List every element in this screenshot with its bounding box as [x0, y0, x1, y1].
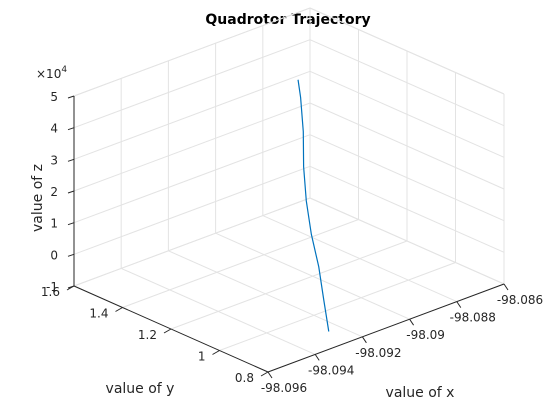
z-tick-mark [67, 95, 75, 99]
x-tick-label: -98.094 [308, 363, 354, 377]
x-tick-mark [361, 336, 367, 344]
z-tick-label: 5 [50, 90, 58, 104]
chart-title: Quadrotor Trajectory [205, 12, 370, 28]
z-tick-mark [67, 285, 75, 289]
x-tick-mark [503, 283, 509, 291]
grid-line-z-back-wall [73, 134, 311, 224]
y-tick-label: 1.2 [138, 328, 157, 342]
trajectory-line [297, 79, 330, 332]
z-tick-label: -1 [46, 280, 58, 294]
grid-line-z-side-wall [309, 39, 505, 127]
grid-line-z-side-wall [309, 7, 505, 95]
plot-box [73, 7, 505, 286]
y-tick-mark [212, 350, 220, 355]
x-tick-label: -98.09 [406, 328, 445, 342]
tick-labels: -98.096-98.094-98.092 -98.09 -98.088-98.08… [41, 90, 543, 395]
data-series [297, 79, 330, 332]
y-axis-label: value of y [106, 381, 175, 397]
y-tick-label: 1.4 [89, 307, 108, 321]
x-tick-mark [267, 371, 273, 379]
x-tick-label: -98.086 [497, 293, 543, 307]
grid-line-z-side-wall [309, 102, 505, 190]
x-axis-line [267, 283, 505, 373]
grid-line-z-side-wall [309, 197, 505, 285]
x-tick-mark [314, 354, 320, 361]
y-tick-label: 0.8 [235, 371, 254, 385]
z-tick-mark [67, 190, 75, 194]
y-tick-label: 1 [198, 350, 206, 364]
grid-line-y-floor [122, 219, 359, 308]
x-axis-label: value of x [386, 385, 455, 401]
z-tick-mark [67, 127, 75, 131]
z-multiplier-base: ×10 [36, 67, 61, 81]
z-tick-label: 0 [50, 248, 58, 262]
grid-line-z-back-wall [73, 7, 311, 97]
y-tick-mark [260, 371, 269, 377]
grid-line-y-floor [170, 240, 408, 330]
z-tick-label: 4 [50, 122, 58, 136]
x-tick-mark [409, 318, 415, 326]
z-tick-label: 3 [50, 153, 58, 167]
x-tick-mark [456, 301, 462, 308]
grid-lines [73, 7, 505, 373]
grid-line-z-side-wall [309, 70, 505, 158]
grid-line-z-back-wall [73, 39, 311, 129]
y-tick-mark [163, 328, 172, 334]
x-tick-label: -98.088 [450, 311, 496, 325]
x-tick-label: -98.092 [355, 346, 401, 360]
grid-line-z-back-wall [73, 70, 311, 160]
x-tick-label: -98.096 [261, 381, 307, 395]
grid-line-z-back-wall [73, 197, 311, 287]
grid-line-y-floor [219, 262, 456, 351]
grid-line-z-back-wall [73, 165, 311, 255]
z-tick-mark [67, 222, 75, 226]
grid-line-z-side-wall [309, 165, 505, 253]
z-axis-multiplier: ×104 [36, 65, 67, 81]
y-tick-mark [115, 307, 123, 312]
grid-line-z-side-wall [309, 134, 505, 222]
z-tick-mark [67, 158, 75, 162]
z-tick-label: 2 [50, 185, 58, 199]
z-tick-label: 1 [50, 217, 58, 231]
z-multiplier-power: 4 [61, 65, 67, 75]
z-axis-label: value of z [30, 164, 46, 232]
z-tick-mark [67, 253, 75, 257]
y-tick-label: 1.6 [41, 285, 60, 299]
axis-lines [66, 95, 509, 379]
grid-line-z-back-wall [73, 102, 311, 192]
